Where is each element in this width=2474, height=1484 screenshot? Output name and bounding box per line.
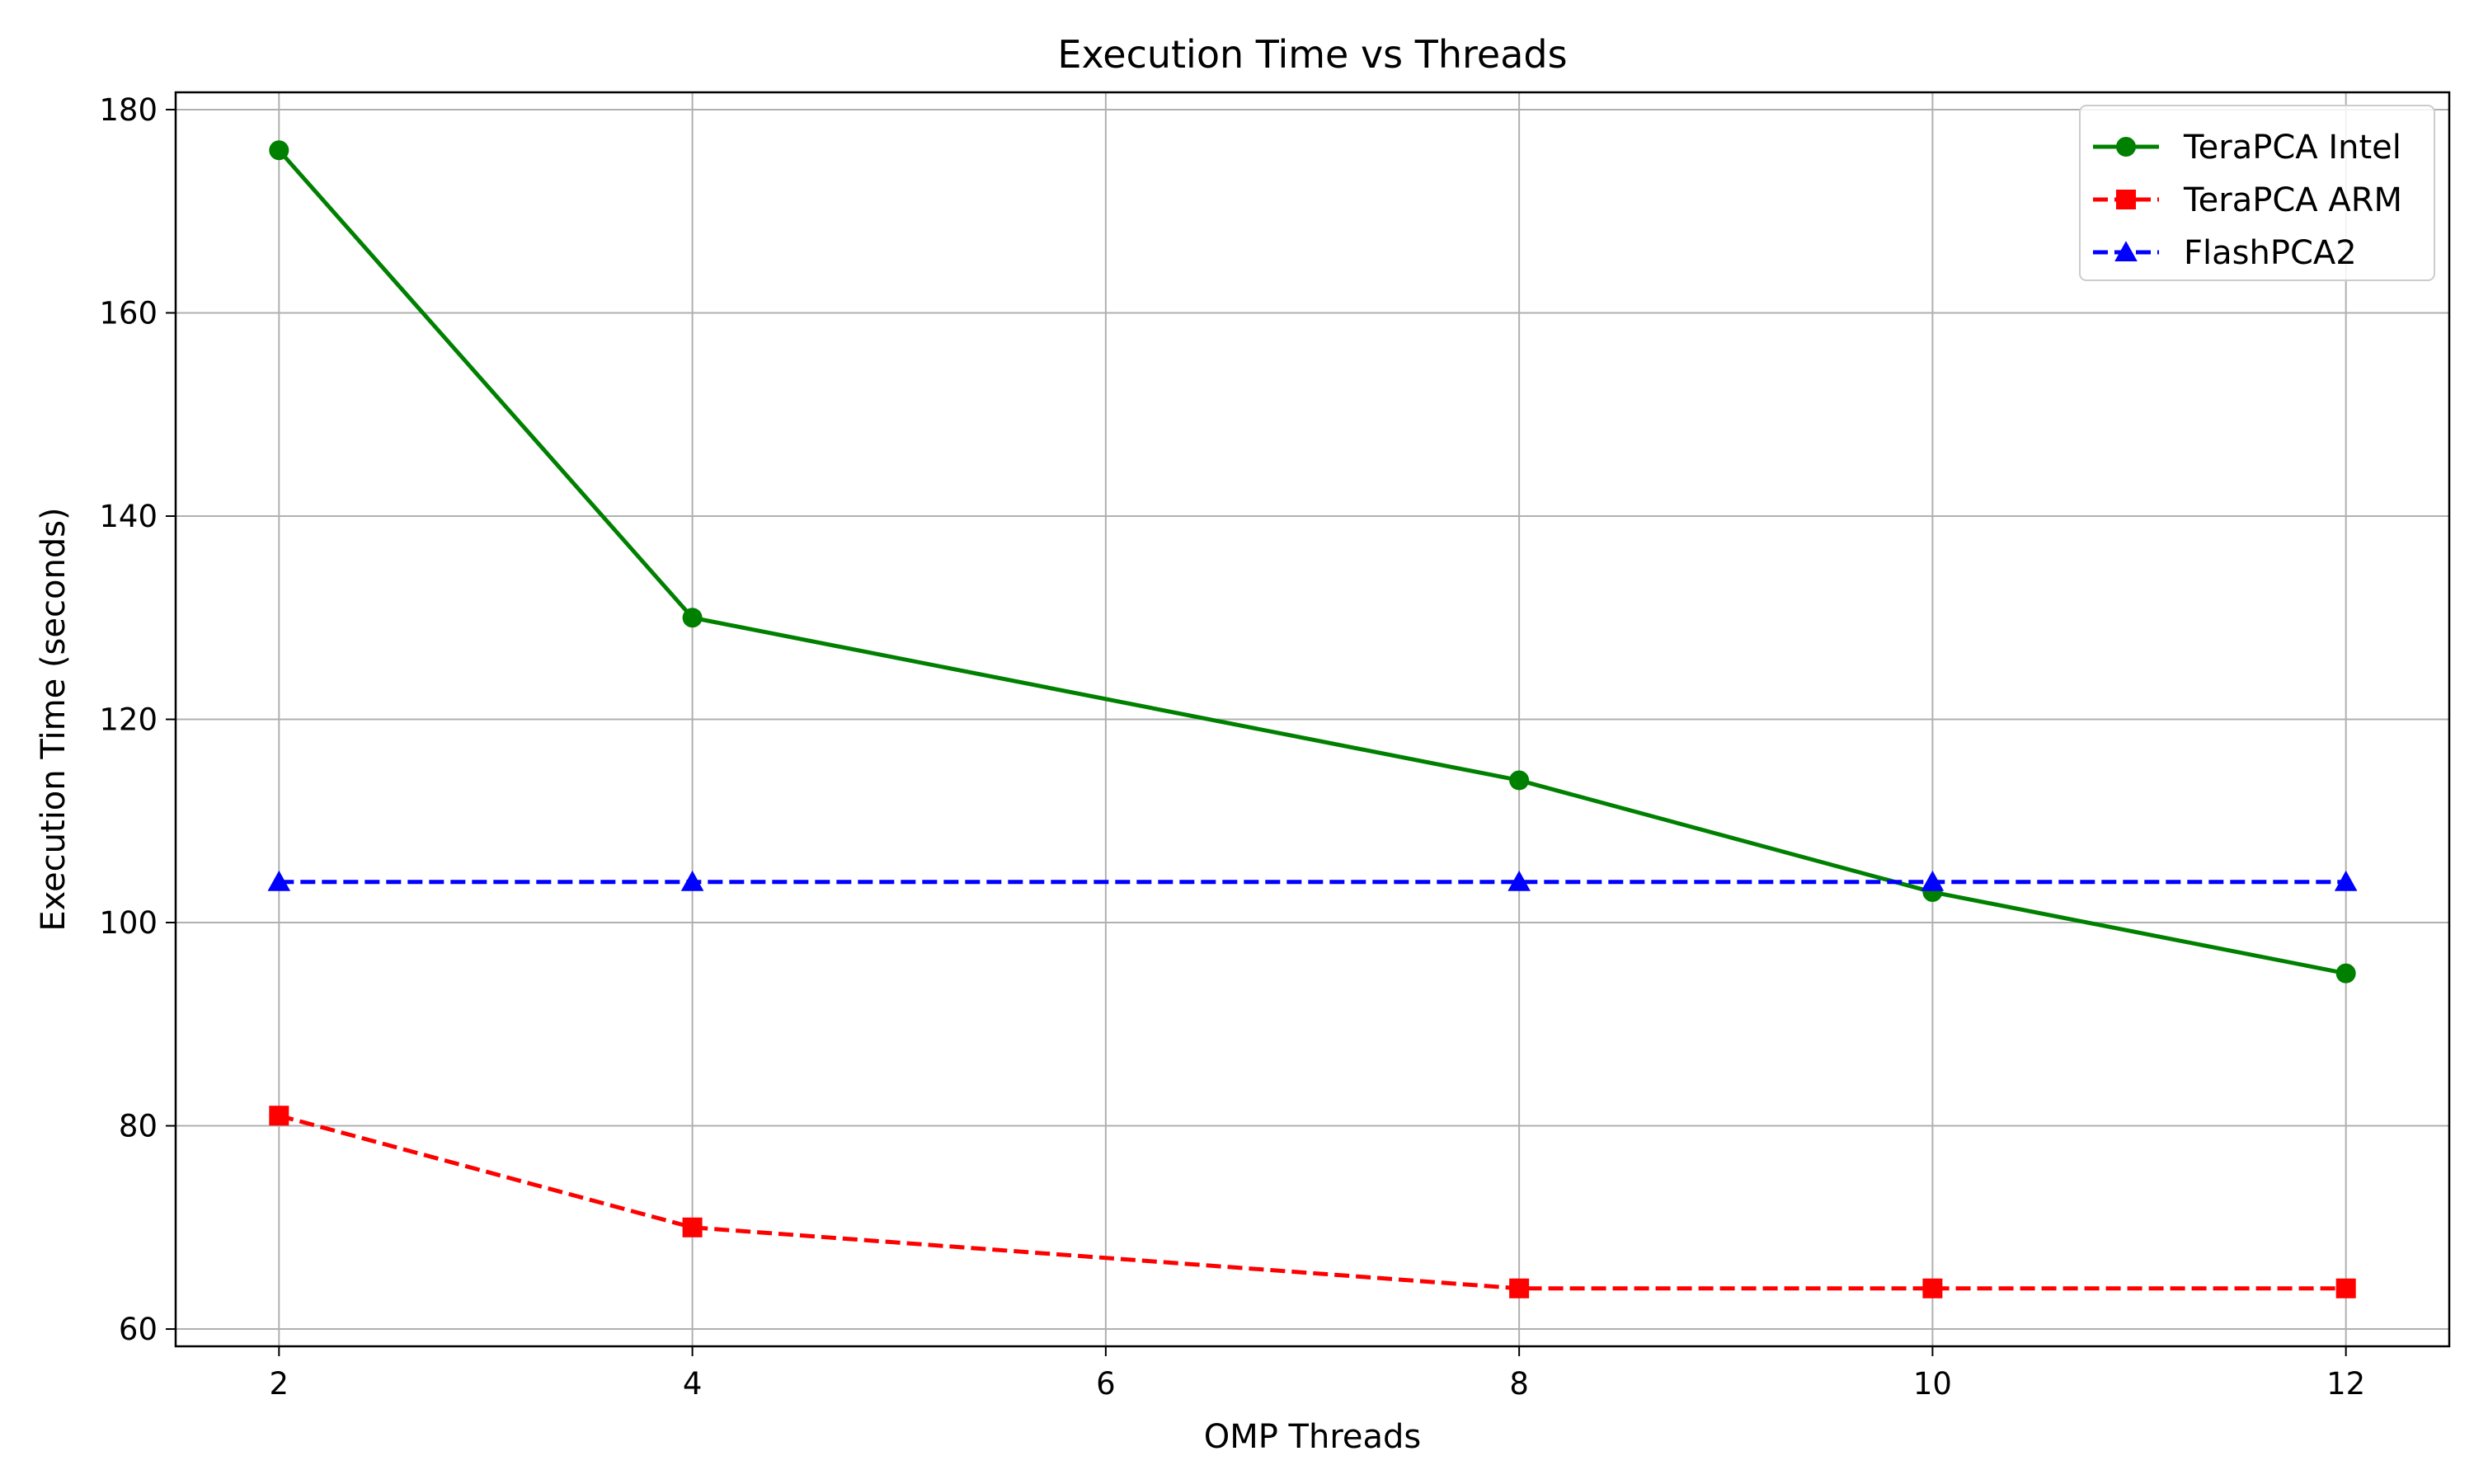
y-tick-label: 120 (99, 702, 158, 738)
x-tick-label: 2 (270, 1366, 289, 1402)
x-tick-label: 12 (2326, 1366, 2365, 1402)
data-point-series-2 (267, 870, 291, 891)
legend-label-2: FlashPCA2 (2184, 234, 2357, 272)
y-tick-label: 80 (119, 1109, 158, 1144)
data-point-series-0 (682, 608, 703, 628)
data-point-series-2 (1507, 870, 1531, 891)
y-axis-ticks: 60 80 100 120 140 160 180 (99, 92, 176, 1347)
series-line-1 (278, 1113, 2346, 1291)
series-line-0 (277, 148, 2347, 976)
legend-label-1: TeraPCA ARM (2183, 181, 2402, 219)
x-tick-label: 8 (1509, 1366, 1529, 1402)
data-point-series-1 (2335, 1278, 2356, 1298)
y-tick-label: 60 (119, 1312, 158, 1347)
legend-marker-0 (2116, 137, 2136, 157)
x-tick-label: 6 (1096, 1366, 1116, 1402)
y-tick-label: 160 (99, 295, 158, 331)
x-tick-label: 10 (1913, 1366, 1952, 1402)
data-point-series-0 (1509, 770, 1530, 791)
data-point-series-1 (1509, 1278, 1530, 1298)
data-point-series-0 (2335, 963, 2356, 984)
y-tick-label: 140 (99, 499, 158, 534)
data-point-series-2 (2334, 870, 2358, 891)
y-tick-label: 180 (99, 92, 158, 128)
chart-title: Execution Time vs Threads (1057, 32, 1567, 77)
data-point-series-1 (682, 1217, 703, 1237)
data-point-series-2 (680, 870, 704, 891)
data-point-series-1 (269, 1106, 289, 1126)
x-axis-label: OMP Threads (1204, 1418, 1422, 1456)
x-axis-ticks: 2 4 6 8 10 12 (270, 1346, 2365, 1402)
y-axis-label: Execution Time (seconds) (35, 507, 73, 931)
series-markers (267, 140, 2358, 1298)
data-point-series-2 (1921, 870, 1945, 891)
y-tick-label: 100 (99, 905, 158, 941)
legend-marker-1 (2116, 190, 2136, 209)
legend-label-0: TeraPCA Intel (2183, 129, 2401, 167)
data-point-series-1 (1922, 1278, 1943, 1298)
data-point-series-0 (269, 140, 289, 161)
legend-box (2079, 105, 2435, 281)
legend-marker-2 (2114, 241, 2138, 262)
legend: TeraPCA Intel TeraPCA ARM FlashPCA2 (2079, 105, 2435, 281)
x-tick-label: 4 (683, 1366, 703, 1402)
grid-lines (176, 92, 2449, 1346)
